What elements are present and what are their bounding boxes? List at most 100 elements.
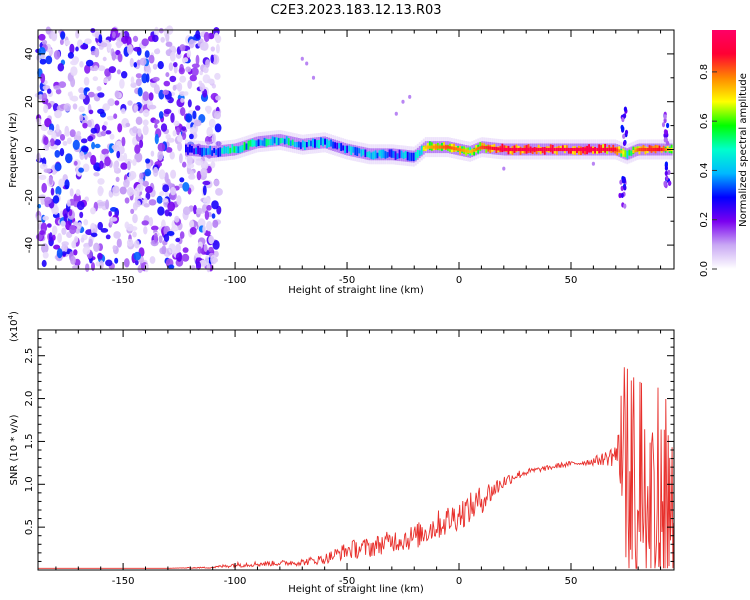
spectrogram-ridge-cell [366,151,369,157]
spectrogram-ridge-core [549,147,552,152]
spectrogram-ridge-cell [380,149,383,159]
spectrogram-noise-blob [133,104,139,112]
spectrogram-ridge-core [428,145,431,149]
spectrogram-ridge-cell [223,146,226,154]
spectrogram-noise-blob [145,186,153,194]
colorbar-gradient [712,30,736,269]
spectrogram-noise-blob [159,191,165,197]
spectrogram-noise-blob [70,66,78,76]
spectrogram-ridge-core [588,147,590,152]
spectrogram-noise-blob [192,110,197,120]
spectrogram-noise-blob [64,130,70,137]
spectrogram-noise-blob [206,221,213,232]
spectrogram-noise-blob [148,217,154,227]
spectrogram-noise-blob [40,53,46,60]
spectrogram-noise-blob [73,249,78,256]
spectrogram-noise-blob [189,227,197,235]
spectrogram-ridge-core [481,145,484,149]
spectrogram-noise-blob [178,183,184,189]
spectrogram-noise-blob [108,210,112,217]
spectrogram-noise-blob [144,168,152,177]
spectrogram-noise-blob [196,207,203,215]
snr-y-axis-label: SNR (10 * v/v) [9,414,20,485]
spectrogram-noise-blob [73,160,78,166]
spectrogram-noise-blob [92,76,99,82]
spectrogram-noise-blob [142,180,149,187]
spectrogram-ridge-core [612,147,615,152]
spectrogram-noise-blob [38,33,46,41]
spectrogram-noise-blob [169,51,176,62]
spectrogram-spike-blob [664,161,669,167]
spectrogram-ridge-core [422,147,425,151]
snr-panel: -150 -100 -50 0 50 0.5 1.0 1.5 2.0 2.5 Height of… [7,311,675,595]
spectrogram-noise-blob [202,66,209,74]
spectrogram-noise-blob [141,73,148,84]
spectrogram-ridge-cell [199,147,201,156]
spectrogram-ridge-core [537,147,540,152]
spectrogram-noise-blob [115,176,120,182]
spectrogram-ridge-cell [418,150,421,156]
spectrogram-ridge-core [580,147,582,152]
spectrogram-ridge-core [461,148,463,152]
spectrogram-noise-blob [152,166,159,177]
spectrogram-noise-blob [52,205,59,215]
spectrogram-noise-blob [53,85,61,90]
spectrogram-ridge-cell [239,145,242,153]
spectrogram-noise-blob [162,184,170,193]
spectrogram-spike-blob [623,113,627,119]
spectrogram-noise-blob [196,170,202,181]
spectrogram-ridge-core [527,147,530,152]
spectrogram-ridge-core [602,147,605,152]
spectrogram-noise-blob [78,167,84,173]
spectrogram-ridge-cell [235,146,238,154]
spectrogram-ridge-cell [370,152,373,159]
spectrogram-ridge-cell [211,150,214,156]
spectrogram-noise-blob [300,56,304,61]
spectrogram-ridge-cell [386,152,389,158]
spectrogram-noise-blob [94,47,100,58]
spectrogram-noise-blob [181,126,187,131]
spectrogram-ridge-cell [243,142,246,151]
spectrogram-ridge-cell [217,148,220,157]
spectrogram-ridge-core [434,145,437,149]
spectrogram-ridge-cell [342,145,345,151]
spectrogram-ridge-core [636,148,639,152]
spectrogram-noise-blob [157,206,165,216]
spectrogram-ridge-cell [251,139,254,147]
spectrogram-ridge-core [439,145,441,149]
spectrogram-noise-blob [61,243,68,254]
spectrogram-noise-blob [100,228,109,233]
spectrogram-noise-blob [212,219,219,228]
spectrogram-noise-blob [111,144,118,150]
spectrogram-ridge-cell [281,137,284,143]
figure-title: C2E3.2023.183.12.13.R03 [270,3,441,18]
spectrogram-noise-layer [34,25,596,274]
spectrogram-ridge-core [523,147,526,152]
spectrogram-ridge-cell [420,145,423,155]
spectrogram-noise-blob [179,231,185,239]
spectrogram-noise-blob [97,252,103,260]
spectrogram-noise-blob [130,208,135,214]
spectrogram-noise-blob [83,87,88,96]
spectrogram-noise-blob [82,122,88,129]
spectrogram-noise-blob [96,86,102,92]
spectrogram-noise-blob [123,258,130,268]
spectrogram-noise-blob [91,141,96,150]
spectrogram-noise-blob [80,237,85,243]
spectrogram-ridge-core [553,147,556,152]
spectrogram-noise-blob [62,140,68,146]
spectrogram-noise-blob [176,195,182,206]
spectrogram-noise-blob [202,180,211,186]
spectrogram-x-tick-label: 0 [456,275,462,286]
spectrogram-noise-blob [132,213,138,224]
spectrogram-noise-blob [157,150,164,161]
spectrogram-ridge-cell [307,139,310,147]
spectrogram-noise-blob [107,98,115,107]
spectrogram-noise-blob [163,108,172,115]
spectrogram-noise-blob [195,105,201,111]
spectrogram-spike-blob [663,114,667,120]
spectrogram-noise-blob [197,246,202,254]
spectrogram-noise-blob [78,87,85,94]
spectrogram-ridge-cell [372,151,375,160]
spectrogram-noise-blob [204,255,209,266]
